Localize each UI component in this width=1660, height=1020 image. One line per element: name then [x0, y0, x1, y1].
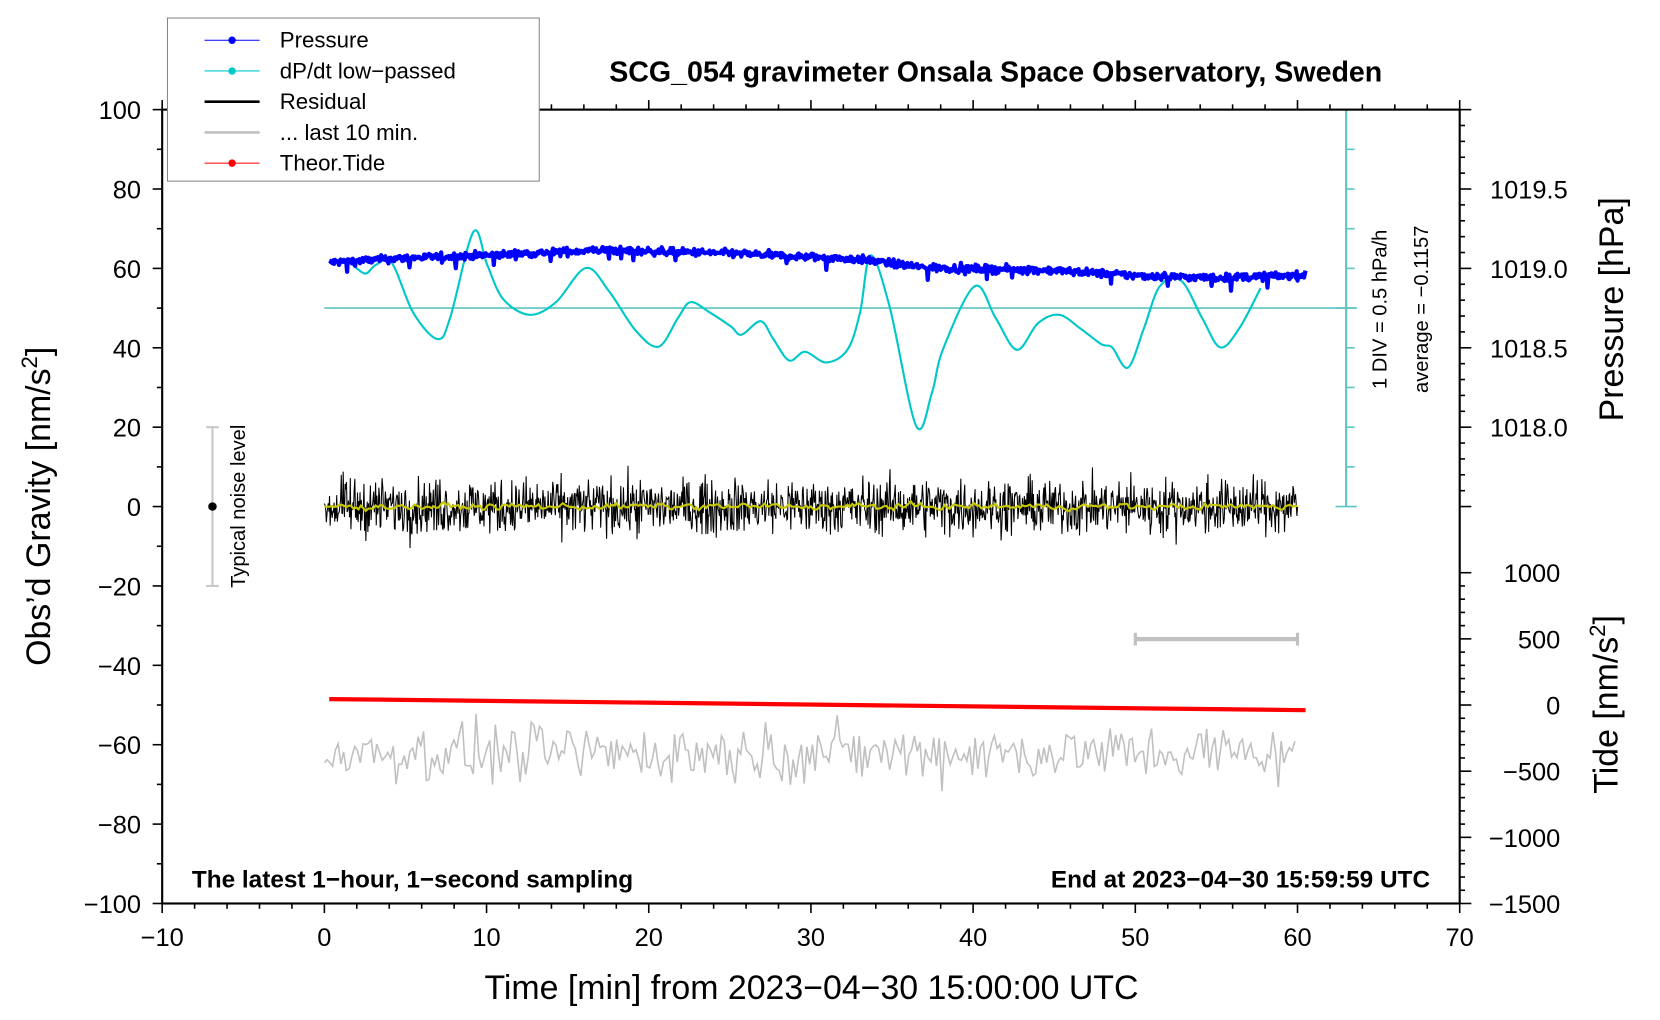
last-10-min-line: [323, 713, 1296, 792]
sampling-annotation: The latest 1−hour, 1−second sampling: [192, 867, 633, 894]
pressure-tick-label: 1019.5: [1490, 177, 1568, 205]
legend-item: Theor.Tide: [204, 151, 385, 176]
tide-axis-label: Tide [nm/s2]: [1585, 615, 1626, 794]
y-tick-label: 80: [113, 177, 141, 205]
theoretical-tide-line: [329, 696, 1306, 713]
tide-tick-label: −500: [1503, 759, 1560, 787]
legend-marker: [228, 36, 236, 44]
y-tick-label: −100: [84, 891, 141, 919]
legend-marker: [228, 159, 236, 167]
pressure-tick-label: 1019.0: [1490, 256, 1568, 284]
y-tick-label: −60: [98, 732, 141, 760]
tide-tick-label: 500: [1518, 626, 1560, 654]
noise-level-label: Typical noise level: [228, 425, 250, 588]
tide-tick-label: 0: [1546, 693, 1560, 721]
legend-item: dP/dt low−passed: [204, 58, 456, 83]
chart-title: SCG_054 gravimeter Onsala Space Observat…: [609, 57, 1382, 89]
x-tick-label: 10: [472, 924, 500, 952]
dpdt-average-label: average = −0.1157: [1411, 226, 1433, 393]
x-tick-label: 40: [959, 924, 987, 952]
dpdt-div-label: 1 DIV = 0.5 hPa/h: [1370, 230, 1392, 389]
y-tick-label: 60: [113, 256, 141, 284]
residual-smoothed-line: [324, 499, 1298, 513]
x-tick-label: −10: [141, 924, 184, 952]
axes-layer: −10 0 10 20 30 40 50 60 70−100−80−60−40−20020406…: [84, 97, 1568, 952]
legend-label: ... last 10 min.: [280, 120, 418, 145]
legend: Pressure dP/dt low−passed Residual ... last…: [166, 17, 540, 182]
legend-box: [166, 17, 540, 182]
tide-tick-label: 1000: [1504, 560, 1561, 588]
y-tick-label: 40: [113, 335, 141, 363]
x-tick-label: 20: [635, 924, 663, 952]
end-time-annotation: End at 2023−04−30 15:59:59 UTC: [1051, 867, 1430, 894]
x-tick-label: 60: [1283, 924, 1311, 952]
tide-tick-label: −1000: [1489, 825, 1560, 853]
legend-label: Theor.Tide: [280, 151, 385, 176]
tide-tick-label: −1500: [1489, 891, 1560, 919]
pressure-axis-label: Pressure [hPa]: [1593, 197, 1631, 421]
x-tick-label: 50: [1121, 924, 1149, 952]
legend-marker: [228, 67, 236, 75]
y-axis-label: Obs’d Gravity [nm/s2]: [17, 347, 58, 666]
x-axis-label: Time [min] from 2023−04−30 15:00:00 UTC: [484, 969, 1138, 1007]
legend-item: Residual: [204, 89, 367, 114]
dpdt-lowpassed-line: [351, 229, 1262, 431]
y-tick-label: −80: [98, 812, 141, 840]
x-tick-label: 30: [797, 924, 825, 952]
pressure-tick-label: 1018.0: [1490, 415, 1568, 443]
y-tick-label: 0: [127, 494, 141, 522]
series-layer: [206, 108, 1357, 792]
x-tick-label: 0: [317, 924, 331, 952]
pressure-tick-label: 1018.5: [1490, 335, 1568, 363]
y-tick-label: 20: [113, 415, 141, 443]
x-tick-label: 70: [1446, 924, 1474, 952]
legend-label: Residual: [280, 89, 367, 114]
y-tick-label: −20: [98, 573, 141, 601]
y-tick-label: 100: [99, 97, 141, 125]
noise-bar-center: [208, 502, 217, 511]
legend-item: Pressure: [204, 28, 369, 53]
legend-item: ... last 10 min.: [204, 120, 418, 145]
legend-label: dP/dt low−passed: [280, 58, 456, 83]
y-tick-label: −40: [98, 653, 141, 681]
legend-label: Pressure: [280, 28, 369, 53]
pressure-line: [327, 244, 1308, 293]
